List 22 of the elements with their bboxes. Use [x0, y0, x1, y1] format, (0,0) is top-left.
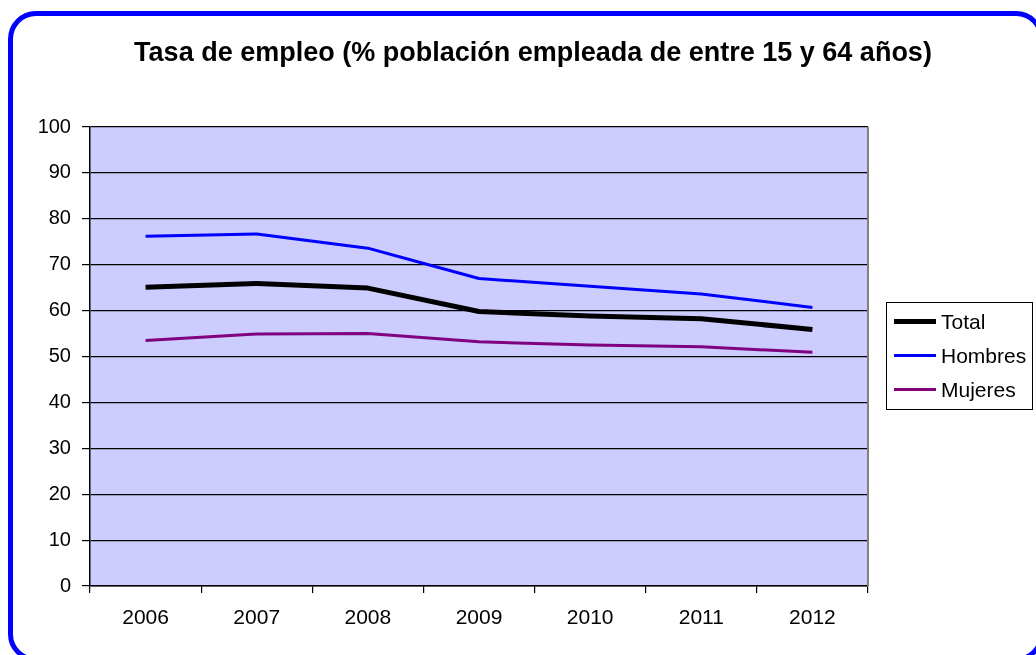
y-tick-label: 50: [48, 344, 71, 367]
y-tick-label: 70: [48, 252, 71, 275]
y-tick-label: 0: [59, 573, 71, 596]
x-tick-label: 2008: [344, 605, 392, 629]
legend-label: Total: [941, 309, 986, 334]
chart-title: Tasa de empleo (% población empleada de entre 15 y 64 años): [133, 36, 933, 68]
x-tick-label: 2012: [789, 605, 836, 629]
y-tick-label: 80: [48, 206, 71, 229]
x-tick-label: 2010: [566, 605, 614, 629]
y-tick-label: 90: [48, 160, 71, 183]
y-tick-label: 40: [48, 389, 71, 412]
legend-label: Hombres: [941, 343, 1027, 368]
x-tick-label: 2011: [678, 605, 724, 629]
y-tick-label: 100: [37, 114, 71, 137]
x-tick-label: 2006: [122, 605, 169, 629]
x-tick-label: 2009: [455, 605, 503, 629]
y-tick-label: 20: [48, 481, 71, 504]
y-tick-label: 60: [48, 298, 71, 321]
y-tick-label: 10: [48, 527, 71, 550]
y-tick-label: 30: [48, 435, 71, 458]
x-tick-label: 2007: [233, 605, 281, 629]
legend-label: Mujeres: [941, 377, 1016, 402]
